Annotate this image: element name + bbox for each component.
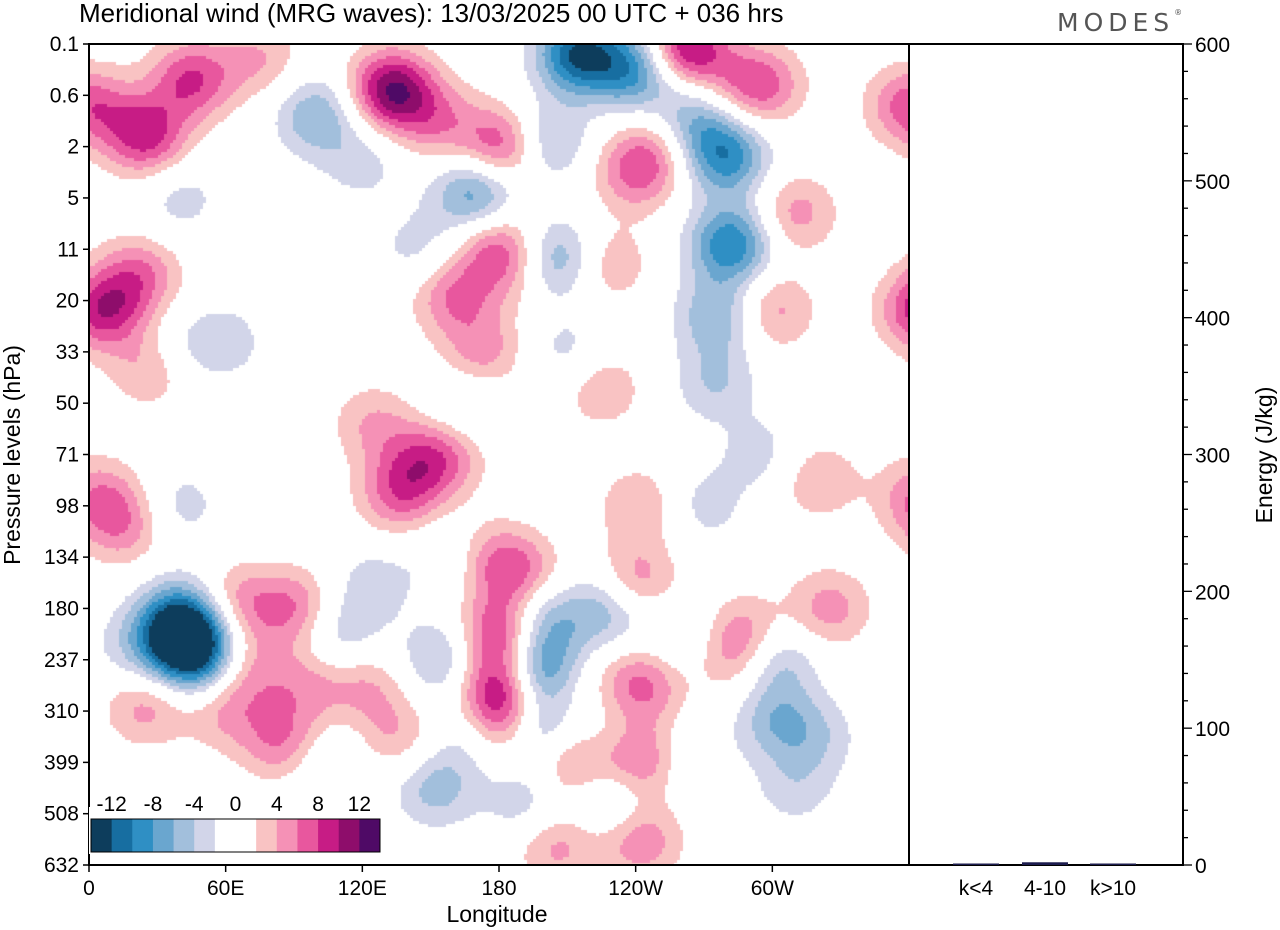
y-tick-label: 5 [67,187,79,210]
colorbar-swatch [132,819,154,852]
x-tick-label: 60W [751,877,794,900]
colorbar-swatch [297,819,319,852]
x-tick-label: 180 [481,877,516,900]
y-tick-label: 2 [67,136,79,159]
energy-tick-label: 400 [1195,308,1230,331]
energy-bar [1022,862,1068,865]
y-tick-label: 33 [56,341,79,364]
wind-field-raster [89,44,909,865]
colorbar-label: 12 [348,793,371,816]
colorbar-label: -12 [96,793,126,816]
longitude-tick-labels: 0 60E 120E 180 120W 60W [83,865,794,900]
y-tick-label: 399 [44,751,79,774]
y-axis-label: Pressure levels (hPa) [0,345,25,565]
energy-category-label: k<4 [959,877,994,900]
wind-field [89,44,909,865]
colorbar-label: 8 [312,793,324,816]
y-tick-label: 180 [44,597,79,620]
y-tick-label: 20 [56,290,79,313]
x-tick-label: 120E [338,877,387,900]
colorbar-label: 4 [271,793,283,816]
x-tick-label: 0 [83,877,95,900]
energy-tick-label: 600 [1195,34,1230,57]
colorbar-swatch [318,819,340,852]
energy-category-label: k>10 [1090,877,1136,900]
energy-bar [953,863,999,865]
brand-mark: ® [1174,8,1183,17]
x-axis-label: Longitude [446,901,547,927]
y-tick-label: 632 [44,854,79,877]
modes-logo: MODES® [1057,8,1182,37]
colorbar-swatch [256,819,278,852]
colorbar-frame [90,818,381,853]
energy-bar [1090,863,1136,865]
y-tick-label: 508 [44,803,79,826]
energy-tick-label: 100 [1195,718,1230,741]
y-tick-label: 50 [56,392,79,415]
colorbar-label: 0 [230,793,242,816]
colorbar-swatch [173,819,195,852]
x-tick-label: 120W [608,877,663,900]
colorbar-label: -8 [144,793,163,816]
chart-title: Meridional wind (MRG waves): 13/03/2025 … [79,0,784,28]
y-tick-label: 237 [44,649,79,672]
y-tick-label: 11 [57,238,79,261]
colorbar: -12 -8 -4 0 4 8 12 [89,793,382,854]
colorbar-label: -4 [185,793,204,816]
energy-axis-label: Energy (J/kg) [1251,387,1277,524]
y-tick-label: 71 [56,444,79,467]
y-tick-label: 0.6 [50,84,79,107]
energy-category-label: 4-10 [1024,877,1066,900]
y-tick-label: 310 [44,700,79,723]
energy-ticks: 0 100 200 300 400 500 600 [1183,34,1230,878]
colorbar-swatch [194,819,216,852]
colorbar-swatch [338,819,360,852]
y-tick-label: 134 [44,546,79,569]
energy-tick-label: 200 [1195,581,1230,604]
colorbar-swatch [152,819,175,852]
colorbar-swatch [214,819,236,852]
pressure-tick-labels: 0.1 0.6 2 5 11 20 33 50 71 98 134 180 237 310 399 508 63… [44,33,89,877]
colorbar-swatch [359,819,381,852]
energy-tick-label: 500 [1195,171,1230,194]
brand-text: MODES [1057,8,1175,37]
colorbar-swatch [91,819,113,852]
energy-tick-label: 0 [1195,855,1207,878]
energy-bars: k<4 4-10 k>10 [953,862,1136,900]
colorbar-swatch [276,819,298,852]
energy-tick-label: 300 [1195,445,1230,468]
x-tick-label: 60E [207,877,244,900]
colorbar-swatch [111,819,133,852]
y-tick-label: 98 [56,495,79,518]
colorbar-swatch [235,819,257,852]
y-tick-label: 0.1 [50,33,79,56]
